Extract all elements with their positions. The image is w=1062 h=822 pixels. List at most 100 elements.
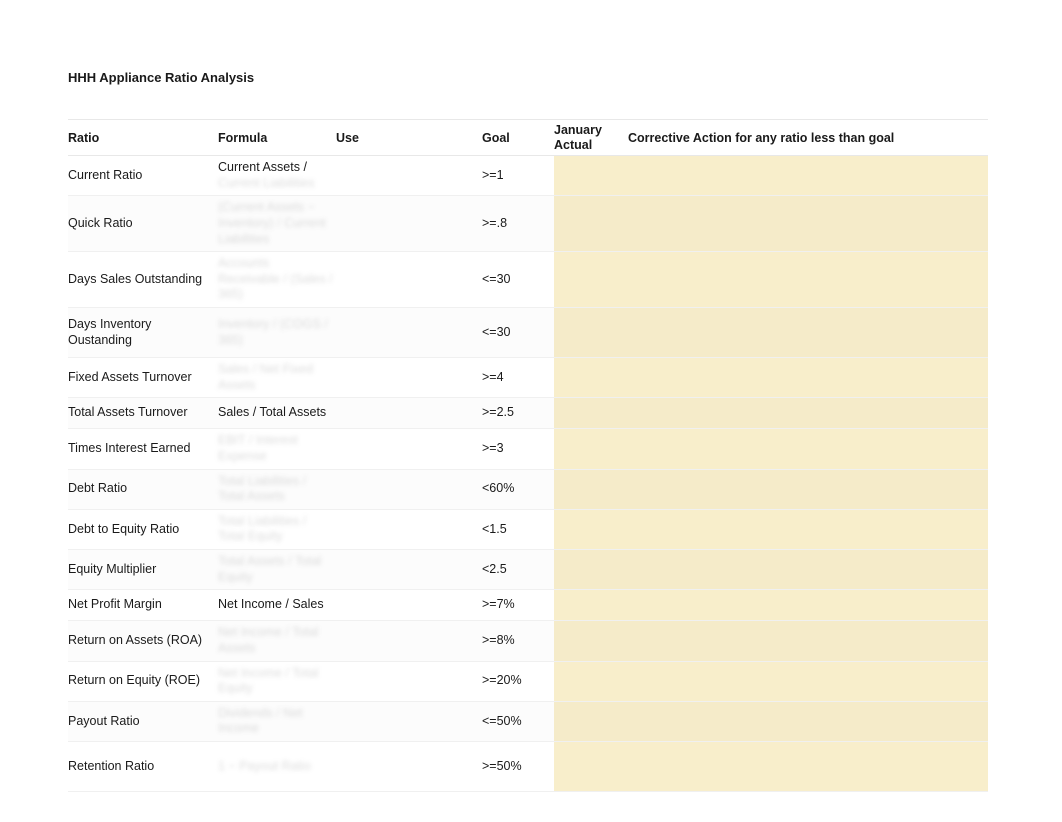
cell-corrective-action — [628, 469, 988, 509]
ratio-label: Quick Ratio — [68, 212, 218, 236]
cell-formula: Accounts Receivable / (Sales / 365) — [218, 252, 336, 308]
table-row: Current RatioCurrent Assets /Current Lia… — [68, 156, 988, 196]
cell-use — [336, 308, 482, 358]
cell-formula: Net Income / Sales — [218, 590, 336, 621]
table-row: Times Interest EarnedEBIT / Interest Exp… — [68, 429, 988, 469]
cell-january-actual — [554, 661, 628, 701]
goal-value: >=4 — [482, 366, 554, 390]
table-row: Payout RatioDividends / Net Income <=50% — [68, 701, 988, 741]
formula-blurred: Inventory / (COGS / 365) — [218, 317, 334, 348]
cell-january-actual — [554, 398, 628, 429]
table-row: Debt to Equity RatioTotal Liabilities / … — [68, 509, 988, 549]
col-use: Use — [336, 120, 482, 156]
col-ratio: Ratio — [68, 120, 218, 156]
cell-ratio: Payout Ratio — [68, 701, 218, 741]
cell-formula: (Current Assets − Inventory) / Current L… — [218, 196, 336, 252]
ratio-label: Payout Ratio — [68, 710, 218, 734]
use-blurred — [336, 677, 482, 685]
use-blurred — [336, 220, 482, 228]
cell-ratio: Equity Multiplier — [68, 550, 218, 590]
cell-ratio: Retention Ratio — [68, 742, 218, 792]
col-goal: Goal — [482, 120, 554, 156]
cell-formula: Dividends / Net Income — [218, 701, 336, 741]
cell-use — [336, 661, 482, 701]
page-title: HHH Appliance Ratio Analysis — [68, 70, 1002, 85]
cell-use — [336, 156, 482, 196]
cell-formula: Sales / Total Assets — [218, 398, 336, 429]
cell-january-actual — [554, 252, 628, 308]
cell-formula: EBIT / Interest Expense — [218, 429, 336, 469]
table-row: Debt RatioTotal Liabilities / Total Asse… — [68, 469, 988, 509]
cell-goal: <2.5 — [482, 550, 554, 590]
formula-blurred: Dividends / Net Income — [218, 706, 334, 737]
col-formula: Formula — [218, 120, 336, 156]
cell-use — [336, 742, 482, 792]
cell-goal: <1.5 — [482, 509, 554, 549]
cell-use — [336, 590, 482, 621]
table-row: Fixed Assets TurnoverSales / Net Fixed A… — [68, 358, 988, 398]
goal-value: >=50% — [482, 755, 554, 779]
ratio-label: Days Inventory Oustanding — [68, 313, 218, 352]
cell-formula: Inventory / (COGS / 365) — [218, 308, 336, 358]
formula-blurred: Net Income / Total Equity — [218, 666, 334, 697]
cell-goal: >=7% — [482, 590, 554, 621]
ratio-label: Times Interest Earned — [68, 437, 218, 461]
cell-january-actual — [554, 621, 628, 661]
cell-january-actual — [554, 196, 628, 252]
formula-blurred: Total Liabilities / Total Equity — [218, 514, 334, 545]
cell-january-actual — [554, 701, 628, 741]
cell-corrective-action — [628, 509, 988, 549]
table-row: Return on Equity (ROE)Net Income / Total… — [68, 661, 988, 701]
cell-use — [336, 701, 482, 741]
ratio-label: Total Assets Turnover — [68, 401, 218, 425]
cell-use — [336, 429, 482, 469]
goal-value: <60% — [482, 477, 554, 501]
col-january: January Actual — [554, 120, 628, 156]
cell-corrective-action — [628, 398, 988, 429]
goal-value: >=1 — [482, 164, 554, 188]
cell-corrective-action — [628, 621, 988, 661]
col-use-label: Use — [336, 131, 359, 145]
cell-ratio: Total Assets Turnover — [68, 398, 218, 429]
cell-ratio: Debt to Equity Ratio — [68, 509, 218, 549]
cell-goal: >=.8 — [482, 196, 554, 252]
formula-visible: Sales / Total Assets — [218, 405, 334, 421]
goal-value: >=7% — [482, 593, 554, 617]
table-row: Quick Ratio(Current Assets − Inventory) … — [68, 196, 988, 252]
formula-visible: Current Assets / — [218, 160, 334, 176]
cell-use — [336, 550, 482, 590]
formula-blurred: Accounts Receivable / (Sales / 365) — [218, 256, 334, 303]
cell-use — [336, 469, 482, 509]
table-row: Days Inventory OustandingInventory / (CO… — [68, 308, 988, 358]
ratio-label: Days Sales Outstanding — [68, 268, 218, 292]
goal-value: <=30 — [482, 321, 554, 345]
table-row: Equity MultiplierTotal Assets / Total Eq… — [68, 550, 988, 590]
formula-blurred: Total Assets / Total Equity — [218, 554, 334, 585]
cell-corrective-action — [628, 590, 988, 621]
cell-corrective-action — [628, 742, 988, 792]
page: HHH Appliance Ratio Analysis Ratio Formu… — [0, 0, 1062, 792]
cell-corrective-action — [628, 196, 988, 252]
cell-formula: Net Income / Total Assets — [218, 621, 336, 661]
ratio-label: Fixed Assets Turnover — [68, 366, 218, 390]
cell-use — [336, 509, 482, 549]
cell-corrective-action — [628, 550, 988, 590]
cell-corrective-action — [628, 661, 988, 701]
cell-use — [336, 621, 482, 661]
formula-blurred: Current Liabilities — [218, 176, 334, 192]
use-blurred — [336, 485, 482, 493]
use-blurred — [336, 445, 482, 453]
goal-value: <2.5 — [482, 558, 554, 582]
goal-value: >=8% — [482, 629, 554, 653]
cell-ratio: Current Ratio — [68, 156, 218, 196]
use-blurred — [336, 637, 482, 645]
use-blurred — [336, 763, 482, 771]
cell-january-actual — [554, 308, 628, 358]
cell-january-actual — [554, 429, 628, 469]
cell-january-actual — [554, 358, 628, 398]
cell-ratio: Fixed Assets Turnover — [68, 358, 218, 398]
cell-goal: <=30 — [482, 308, 554, 358]
ratio-label: Debt Ratio — [68, 477, 218, 501]
cell-corrective-action — [628, 252, 988, 308]
formula-blurred: EBIT / Interest Expense — [218, 433, 334, 464]
